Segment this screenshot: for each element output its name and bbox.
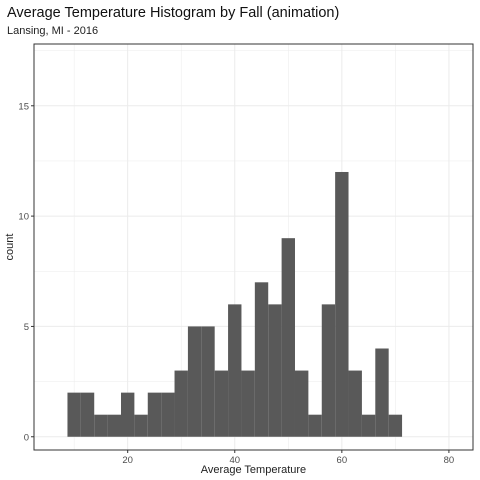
histogram-bar: [388, 414, 403, 437]
histogram-bar: [281, 238, 295, 437]
histogram-bars: [67, 171, 403, 437]
histogram-bar: [187, 326, 202, 437]
y-tick-label: 0: [24, 432, 29, 443]
y-axis-label: count: [4, 234, 16, 261]
chart-title: Average Temperature Histogram by Fall (a…: [7, 5, 340, 21]
x-tick-label: 80: [444, 455, 455, 466]
x-tick-label: 20: [122, 455, 133, 466]
x-tick-label: 60: [337, 455, 348, 466]
chart-subtitle: Lansing, MI - 2016: [7, 25, 99, 37]
y-axis-ticks: 0 5 10 15: [18, 101, 34, 443]
histogram-bar: [67, 392, 81, 437]
histogram-bar: [107, 414, 121, 437]
panel-border: [33, 43, 474, 451]
histogram-bar: [147, 392, 162, 437]
histogram-bar: [120, 392, 135, 437]
histogram-bar: [254, 282, 269, 437]
histogram-bar: [174, 370, 188, 437]
histogram-bar: [80, 392, 95, 437]
histogram-bar: [134, 414, 148, 437]
histogram-bar: [335, 171, 349, 437]
histogram-bar: [161, 392, 175, 437]
histogram-bar: [308, 414, 322, 437]
histogram-bar: [94, 414, 108, 437]
histogram-bar: [214, 370, 229, 437]
x-axis-label: Average Temperature: [201, 464, 306, 476]
histogram-bar: [294, 370, 309, 437]
x-tick-label: 40: [229, 455, 240, 466]
histogram-bar: [348, 370, 362, 437]
histogram-bar: [228, 304, 242, 437]
histogram-bar: [321, 304, 336, 437]
histogram-bar: [375, 348, 389, 437]
histogram-bar: [361, 414, 376, 437]
y-tick-label: 10: [18, 212, 29, 223]
y-tick-label: 15: [18, 101, 29, 112]
histogram-bar: [201, 326, 215, 437]
histogram-bar: [241, 370, 255, 437]
histogram-bar: [268, 304, 282, 437]
y-tick-label: 5: [24, 322, 29, 333]
